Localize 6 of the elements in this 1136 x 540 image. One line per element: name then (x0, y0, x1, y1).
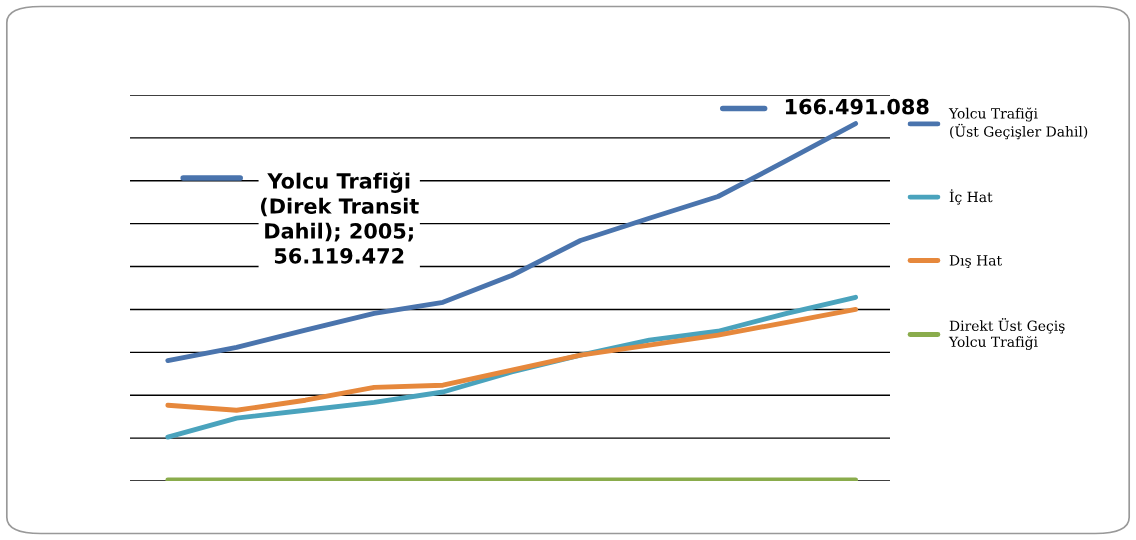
annotation: Yolcu Trafiği (Direk Transit Dahil); 2005; 56.119.472 (260, 172, 419, 264)
legend-label: Direkt Üst Geçiş Yolcu Trafiği (948, 318, 1065, 350)
legend-label: Dış Hat (949, 255, 1002, 269)
legend-label: Yolcu Trafiği (Üst Geçişler Dahil) (948, 107, 1088, 140)
text: 166.491.088 (785, 98, 929, 115)
legend-label: İç Hat (949, 189, 993, 205)
